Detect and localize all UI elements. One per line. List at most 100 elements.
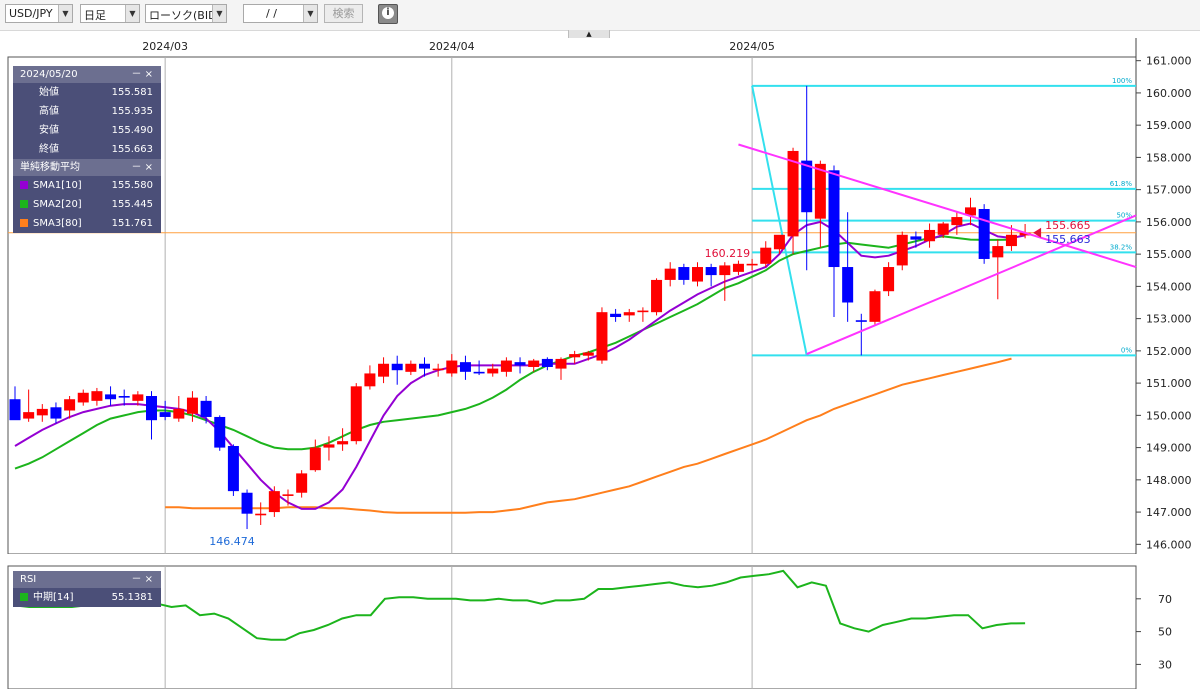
- panel-controls[interactable]: － ×: [131, 69, 153, 80]
- triangle-upper-line: [738, 143, 1137, 268]
- candle-body: [132, 394, 144, 401]
- candle: [842, 212, 854, 322]
- ohlc-panel-header: 2024/05/20 － ×: [13, 66, 161, 83]
- candle: [364, 365, 376, 390]
- chart-type-value: ローソク(BID): [149, 9, 221, 22]
- candle-body: [255, 513, 267, 516]
- panel-controls[interactable]: － ×: [131, 162, 153, 173]
- candle-body: [760, 247, 772, 264]
- chart-background: [0, 38, 1200, 554]
- candle-body: [992, 246, 1004, 258]
- y-tick-label: 150.000: [1146, 409, 1192, 422]
- candle-body: [391, 363, 403, 371]
- sma-label: SMA2[20]: [33, 199, 82, 210]
- candle-body: [473, 371, 485, 374]
- candle-body: [159, 412, 171, 417]
- candle-body: [405, 363, 417, 372]
- candle-body: [692, 267, 703, 282]
- candle: [323, 436, 335, 461]
- candle: [924, 223, 936, 248]
- candle: [692, 262, 703, 287]
- search-button[interactable]: 検索: [324, 4, 363, 23]
- candle: [9, 386, 21, 421]
- candle-body: [569, 354, 581, 358]
- currency-pair-select[interactable]: USD/JPY ▼: [5, 4, 73, 23]
- sma-panel-title: 単純移動平均: [20, 162, 80, 173]
- high-price-label: 160.219: [705, 247, 751, 260]
- timeframe-select[interactable]: 日足 ▼: [80, 4, 140, 23]
- candle-body: [9, 399, 21, 421]
- candle-body: [1005, 234, 1017, 247]
- rsi-panel-header: RSI － ×: [13, 571, 161, 588]
- y-tick-label: 154.000: [1146, 280, 1192, 293]
- candle: [446, 354, 458, 377]
- candle: [787, 147, 799, 255]
- candle-body: [637, 310, 649, 313]
- rsi-y-tick-label: 70: [1158, 593, 1172, 606]
- candle-body: [77, 392, 89, 403]
- candle: [118, 389, 130, 406]
- candle: [610, 308, 622, 322]
- rsi-row: 中期[14] 55.1381: [13, 588, 161, 607]
- info-button[interactable]: i: [378, 4, 398, 24]
- ohlc-row: 安値 155.490: [13, 121, 161, 140]
- candle: [855, 313, 867, 356]
- candle-body: [1019, 232, 1031, 236]
- date-picker[interactable]: / / ▼: [243, 4, 318, 23]
- candle: [773, 234, 785, 255]
- ohlc-label: 安値: [39, 125, 59, 136]
- price-chart[interactable]: 2024/03 2024/04 2024/05 161.000 160.000 159.0…: [0, 38, 1200, 554]
- ohlc-label: 終値: [39, 144, 59, 155]
- candle: [241, 489, 253, 530]
- chart-type-select[interactable]: ローソク(BID) ▼: [145, 4, 227, 23]
- sma-panel-header: 単純移動平均 － ×: [13, 159, 161, 176]
- candle-body: [446, 360, 458, 374]
- ohlc-value: 155.935: [111, 106, 153, 117]
- candle: [760, 241, 772, 268]
- candle-body: [623, 312, 635, 316]
- candle-body: [268, 491, 280, 513]
- candle-body: [596, 312, 608, 361]
- candle-body: [787, 150, 799, 237]
- candle-body: [214, 416, 226, 448]
- candle-body: [118, 396, 130, 398]
- panel-controls[interactable]: － ×: [131, 574, 153, 585]
- candle: [146, 391, 157, 440]
- triangle-pattern: [738, 143, 1137, 356]
- ohlc-value: 155.663: [111, 144, 153, 155]
- toolbar: USD/JPY ▼ 日足 ▼ ローソク(BID) ▼ / / ▼ 検索 i: [0, 0, 1200, 31]
- fibonacci-retracement: 100% 61.8% 50% 38.2% 0%: [751, 77, 1136, 357]
- candle-body: [514, 362, 526, 366]
- candle-body: [459, 362, 471, 372]
- candle: [719, 262, 731, 301]
- y-tick-label: 146.000: [1146, 538, 1192, 551]
- candle: [910, 231, 922, 248]
- candle-body: [282, 494, 294, 496]
- candle-body: [50, 407, 62, 419]
- candle-body: [323, 444, 335, 448]
- timeframe-value: 日足: [84, 9, 106, 22]
- candle: [555, 357, 567, 380]
- candle: [487, 363, 499, 377]
- candle: [132, 391, 144, 406]
- candle: [473, 360, 485, 376]
- candle: [965, 197, 976, 226]
- candle: [528, 358, 540, 372]
- candle: [432, 363, 444, 377]
- y-tick-label: 160.000: [1146, 87, 1192, 100]
- candle: [337, 428, 349, 451]
- candle: [541, 357, 553, 371]
- chevron-down-icon: ▼: [303, 5, 317, 22]
- candle: [159, 400, 171, 421]
- x-tick-label: 2024/03: [142, 40, 188, 53]
- candle-body: [309, 447, 321, 471]
- candle-body: [432, 368, 444, 371]
- rsi-chart[interactable]: 70 50 30: [0, 556, 1200, 689]
- candle: [992, 239, 1004, 300]
- x-tick-label: 2024/04: [429, 40, 475, 53]
- candle-body: [678, 267, 690, 280]
- candle: [296, 470, 308, 498]
- candle: [732, 260, 744, 276]
- rsi-line: [14, 569, 1026, 641]
- fib-level-label: 0%: [1121, 346, 1132, 354]
